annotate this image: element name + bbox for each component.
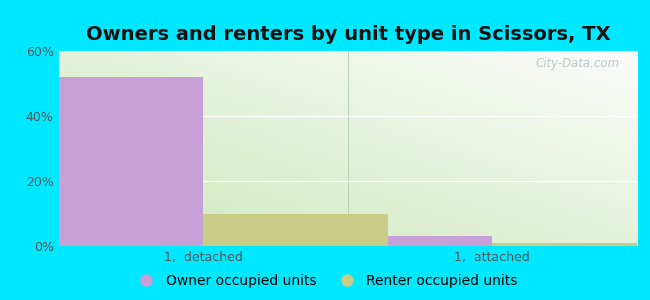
Bar — [18, 77, 203, 246]
Title: Owners and renters by unit type in Scissors, TX: Owners and renters by unit type in Sciss… — [86, 25, 610, 44]
Text: City-Data.com: City-Data.com — [536, 57, 619, 70]
Bar — [307, 236, 493, 246]
Bar — [203, 214, 388, 246]
Legend: Owner occupied units, Renter occupied units: Owner occupied units, Renter occupied un… — [127, 268, 523, 293]
Bar — [493, 243, 650, 246]
